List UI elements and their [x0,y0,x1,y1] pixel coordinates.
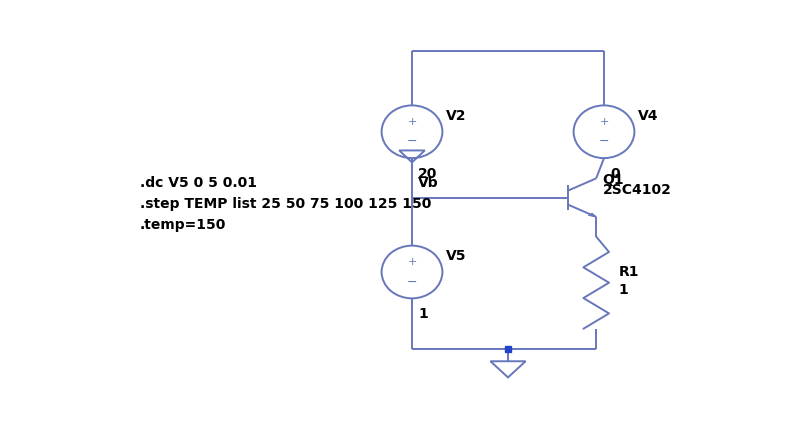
Text: +: + [407,257,417,267]
Text: 0: 0 [610,167,620,181]
Text: Q1: Q1 [602,173,624,187]
Text: 20: 20 [418,167,438,181]
Text: V5: V5 [446,249,467,263]
Polygon shape [588,213,596,217]
Text: 1: 1 [618,283,628,298]
Text: −: − [598,135,610,148]
Text: −: − [406,135,418,148]
Text: 2SC4102: 2SC4102 [602,183,671,197]
Text: V4: V4 [638,109,659,123]
Text: +: + [407,117,417,127]
Text: +: + [599,117,609,127]
Text: −: − [406,275,418,289]
Text: R1: R1 [618,265,639,279]
Text: .dc V5 0 5 0.01
.step TEMP list 25 50 75 100 125 150
.temp=150: .dc V5 0 5 0.01 .step TEMP list 25 50 75… [140,176,431,232]
Text: Vb: Vb [418,176,439,190]
Text: V2: V2 [446,109,467,123]
Text: 1: 1 [418,307,428,321]
